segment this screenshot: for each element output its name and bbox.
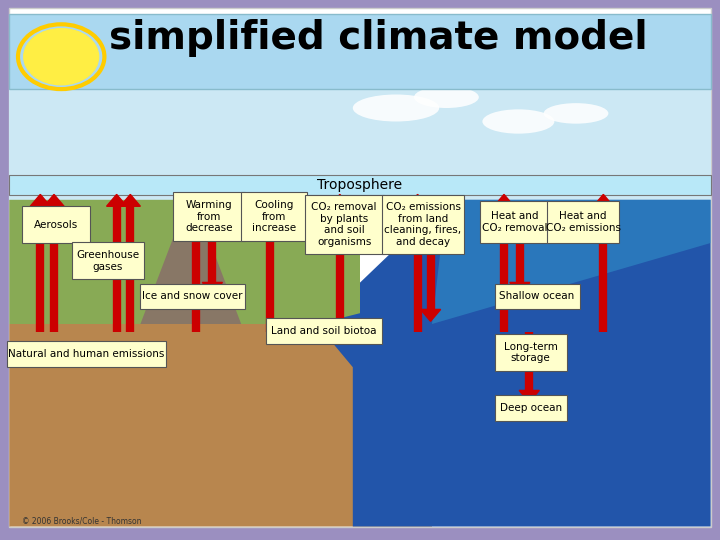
Polygon shape: [432, 200, 711, 324]
Polygon shape: [44, 194, 64, 206]
Text: CO₂ removal
by plants
and soil
organisms: CO₂ removal by plants and soil organisms: [312, 202, 377, 247]
Text: Aerosols: Aerosols: [34, 220, 78, 229]
FancyBboxPatch shape: [305, 195, 384, 254]
FancyBboxPatch shape: [22, 206, 90, 243]
FancyBboxPatch shape: [7, 341, 166, 367]
Ellipse shape: [414, 86, 479, 108]
FancyBboxPatch shape: [140, 284, 245, 309]
Text: © 2006 Brooks/Cole - Thomson: © 2006 Brooks/Cole - Thomson: [22, 517, 141, 525]
Polygon shape: [120, 194, 140, 206]
Text: Heat and
CO₂ removal: Heat and CO₂ removal: [482, 211, 547, 233]
Polygon shape: [30, 194, 50, 206]
FancyBboxPatch shape: [495, 334, 567, 371]
Polygon shape: [9, 324, 432, 526]
Polygon shape: [107, 194, 127, 206]
Text: Heat and
CO₂ emissions: Heat and CO₂ emissions: [546, 211, 621, 233]
Polygon shape: [593, 194, 613, 206]
Polygon shape: [317, 200, 711, 526]
Text: Long-term
storage: Long-term storage: [504, 342, 557, 363]
FancyBboxPatch shape: [547, 201, 619, 243]
Polygon shape: [330, 194, 350, 206]
Polygon shape: [202, 282, 222, 294]
Polygon shape: [510, 282, 530, 294]
Text: Natural and human emissions: Natural and human emissions: [8, 349, 165, 359]
Text: Greenhouse
gases: Greenhouse gases: [76, 250, 140, 272]
Text: CO₂ emissions
from land
cleaning, fires,
and decay: CO₂ emissions from land cleaning, fires,…: [384, 202, 462, 247]
FancyBboxPatch shape: [9, 59, 711, 200]
Text: Cooling
from
increase: Cooling from increase: [252, 200, 297, 233]
Text: simplified climate model: simplified climate model: [109, 19, 647, 57]
FancyBboxPatch shape: [173, 192, 245, 241]
Polygon shape: [260, 194, 280, 206]
FancyBboxPatch shape: [9, 14, 711, 89]
Polygon shape: [9, 200, 360, 335]
FancyBboxPatch shape: [495, 284, 580, 309]
Polygon shape: [519, 390, 539, 402]
Ellipse shape: [353, 94, 439, 122]
FancyBboxPatch shape: [495, 395, 567, 421]
FancyBboxPatch shape: [480, 201, 549, 243]
Polygon shape: [140, 219, 241, 324]
Ellipse shape: [544, 103, 608, 124]
Text: Land and soil biotoa: Land and soil biotoa: [271, 326, 377, 336]
Text: Deep ocean: Deep ocean: [500, 403, 562, 413]
FancyBboxPatch shape: [9, 8, 711, 526]
Ellipse shape: [482, 109, 554, 133]
FancyBboxPatch shape: [382, 195, 464, 254]
Polygon shape: [186, 194, 206, 206]
Polygon shape: [176, 219, 205, 240]
Circle shape: [24, 29, 99, 85]
Polygon shape: [494, 194, 514, 206]
Polygon shape: [420, 309, 441, 321]
FancyBboxPatch shape: [9, 175, 711, 195]
FancyBboxPatch shape: [241, 192, 307, 241]
Text: Ice and snow cover: Ice and snow cover: [143, 292, 243, 301]
Text: Troposphere: Troposphere: [318, 178, 402, 192]
FancyBboxPatch shape: [72, 242, 144, 279]
Text: Shallow ocean: Shallow ocean: [500, 292, 575, 301]
FancyBboxPatch shape: [266, 318, 382, 344]
Text: Warming
from
decrease: Warming from decrease: [185, 200, 233, 233]
Polygon shape: [408, 194, 428, 206]
